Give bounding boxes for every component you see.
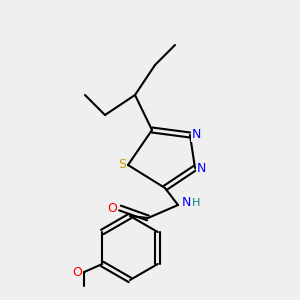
Text: H: H	[192, 198, 200, 208]
Text: S: S	[118, 158, 126, 172]
Text: N: N	[191, 128, 201, 142]
Text: O: O	[107, 202, 117, 214]
Text: N: N	[196, 161, 206, 175]
Text: O: O	[72, 266, 82, 278]
Text: N: N	[181, 196, 191, 209]
